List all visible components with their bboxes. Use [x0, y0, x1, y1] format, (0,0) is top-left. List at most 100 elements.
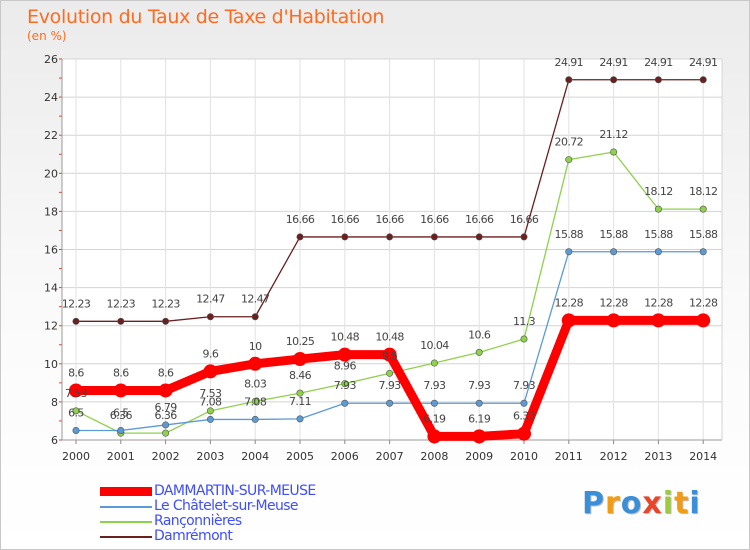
y-tick-label: 16: [44, 244, 58, 257]
data-point: [386, 233, 394, 241]
data-point: [386, 399, 394, 407]
data-label: 7.08: [199, 395, 222, 408]
data-label: 9.6: [203, 347, 219, 360]
y-tick-label: 26: [44, 53, 58, 66]
data-point: [72, 407, 80, 415]
data-point: [475, 233, 483, 241]
data-point: [565, 248, 573, 256]
data-label: 16.66: [286, 213, 315, 226]
y-tick-label: 14: [44, 282, 58, 295]
legend-swatch: [100, 536, 152, 538]
data-point: [72, 426, 80, 434]
data-point: [520, 335, 528, 343]
data-point: [610, 248, 618, 256]
data-label: 16.66: [331, 213, 360, 226]
data-point: [203, 364, 218, 379]
y-tick-label: 20: [44, 167, 58, 180]
x-tick-label: 2001: [107, 450, 135, 463]
data-label: 7.11: [289, 395, 311, 408]
data-point: [162, 317, 170, 325]
data-label: 6.79: [155, 401, 178, 414]
data-label: 21.12: [599, 128, 628, 141]
proxiti-logo: Proxiti: [582, 486, 701, 521]
data-label: 12.28: [599, 296, 628, 309]
data-label: 6.19: [423, 412, 446, 425]
data-point: [651, 313, 666, 328]
x-tick-label: 2008: [420, 450, 448, 463]
data-label: 10.6: [468, 328, 491, 341]
x-tick-label: 2009: [465, 450, 493, 463]
legend-label: DAMMARTIN-SUR-MEUSE: [154, 483, 316, 499]
data-point: [699, 76, 707, 84]
data-label: 7.93: [334, 379, 357, 392]
data-label: 6.5: [68, 406, 84, 419]
data-point: [472, 429, 487, 444]
data-point: [296, 233, 304, 241]
data-label: 12.23: [151, 297, 180, 310]
data-label: 8.6: [68, 366, 84, 379]
legend-swatch: [100, 521, 152, 523]
data-label: 7.93: [379, 379, 402, 392]
data-point: [430, 359, 438, 367]
x-tick-label: 2003: [196, 450, 224, 463]
data-label: 12.23: [107, 297, 136, 310]
legend-item: Le Châtelet-sur-Meuse: [100, 498, 400, 515]
x-tick-label: 2012: [600, 450, 628, 463]
data-label: 6.19: [468, 412, 491, 425]
data-label: 18.12: [689, 185, 718, 198]
data-point: [520, 233, 528, 241]
data-label: 20.72: [555, 136, 584, 149]
data-label: 8.46: [289, 369, 312, 382]
y-tick-label: 22: [44, 129, 58, 142]
legend-swatch: [100, 506, 152, 508]
data-label: 10.25: [286, 335, 315, 348]
legend-label: Damrémont: [154, 528, 233, 544]
data-label: 7.53: [65, 387, 88, 400]
data-label: 10.04: [420, 339, 449, 352]
data-point: [69, 383, 83, 398]
data-point: [72, 317, 80, 325]
data-point: [382, 347, 397, 362]
data-label: 24.91: [599, 56, 628, 69]
data-point: [475, 348, 483, 356]
x-tick-label: 2000: [62, 450, 90, 463]
data-point: [341, 380, 349, 388]
y-tick-label: 18: [44, 205, 58, 218]
x-tick-label: 2004: [241, 450, 269, 463]
data-point: [293, 352, 307, 367]
legend-item: Damrémont: [100, 528, 400, 545]
data-point: [565, 156, 573, 164]
data-label: 16.66: [510, 213, 539, 226]
data-point: [113, 383, 128, 398]
y-tick-label: 8: [51, 396, 58, 409]
data-point: [206, 415, 214, 423]
data-label: 12.28: [644, 296, 673, 309]
data-point: [654, 205, 662, 213]
data-point: [206, 313, 214, 321]
data-label: 8.03: [244, 377, 267, 390]
data-point: [248, 356, 263, 371]
data-point: [427, 429, 442, 444]
data-point: [162, 429, 170, 437]
data-label: 24.91: [555, 56, 584, 69]
data-label: 8.6: [158, 366, 174, 379]
data-label: 6.36: [110, 409, 133, 422]
data-point: [696, 313, 711, 328]
data-label: 10.48: [331, 331, 360, 344]
y-tick-label: 12: [44, 320, 58, 333]
data-point: [251, 313, 259, 321]
data-point: [565, 76, 573, 84]
data-label: 15.88: [555, 228, 584, 241]
data-label: 6.36: [155, 409, 178, 422]
y-tick-label: 10: [44, 358, 58, 371]
data-point: [606, 313, 621, 328]
data-label: 15.88: [689, 228, 718, 241]
data-point: [251, 415, 259, 423]
data-label: 16.66: [375, 213, 404, 226]
data-label: 24.91: [644, 56, 673, 69]
data-label: 15.88: [599, 228, 628, 241]
data-point: [430, 233, 438, 241]
y-tick-label: 24: [44, 91, 58, 104]
x-tick-label: 2005: [286, 450, 314, 463]
